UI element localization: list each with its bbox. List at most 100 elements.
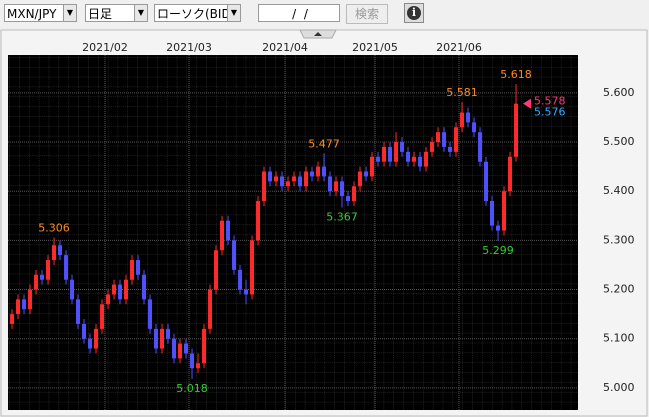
candle-body — [208, 289, 213, 329]
chart: 5.000 5.100 5.200 5.300 5.400 5.500 5.600 2021/… — [0, 29, 648, 417]
x-tick-label: 2021/03 — [166, 41, 212, 54]
candle-body — [124, 279, 129, 300]
y-tick-label: 5.600 — [603, 86, 635, 99]
candle-body — [142, 274, 147, 300]
candle-body — [484, 161, 489, 202]
price-marker — [523, 98, 531, 109]
candle-body — [88, 338, 93, 349]
candle-body — [292, 176, 297, 182]
extreme-label: 5.581 — [446, 86, 478, 99]
candle-body — [232, 240, 237, 270]
candle-body — [118, 284, 123, 300]
candle-body — [394, 142, 399, 162]
candle-body — [514, 103, 519, 157]
y-tick-label: 5.500 — [603, 135, 635, 148]
candle-body — [70, 279, 75, 300]
candle-body — [298, 176, 303, 187]
price-label: 5.578 — [534, 95, 566, 108]
candle-body — [496, 225, 501, 231]
date-input[interactable]: / / — [258, 4, 340, 22]
candle-body — [436, 132, 441, 143]
candle-body — [100, 304, 105, 329]
candle-body — [112, 284, 117, 295]
candle-body — [34, 274, 39, 290]
dropdown-arrow[interactable]: ▼ — [227, 4, 241, 22]
candle-body — [154, 328, 159, 349]
toolbar: MXN/JPY ▼ 日足 ▼ ローソク(BID) ▼ / / 検索 i — [0, 0, 649, 28]
candle-body — [22, 299, 27, 310]
extreme-label: 5.306 — [38, 221, 70, 234]
candle-body — [316, 166, 321, 177]
candle-body — [184, 343, 189, 354]
candle-body — [238, 269, 243, 290]
extreme-label: 5.477 — [308, 137, 340, 150]
candle-body — [352, 186, 357, 202]
extreme-label: 5.618 — [500, 68, 532, 81]
search-button[interactable]: 検索 — [346, 4, 388, 24]
y-tick-label: 5.300 — [603, 233, 635, 246]
dropdown-arrow[interactable]: ▼ — [63, 4, 77, 22]
candle-body — [454, 127, 459, 152]
candle-body — [412, 156, 417, 162]
candle-body — [136, 260, 141, 275]
candle-body — [478, 132, 483, 162]
candle-body — [106, 294, 111, 305]
y-tick-label: 5.400 — [603, 184, 635, 197]
candle-body — [370, 156, 375, 177]
x-tick-label: 2021/02 — [82, 41, 128, 54]
candle-body — [466, 112, 471, 123]
candle-body — [10, 314, 15, 324]
y-tick-label: 5.100 — [603, 332, 635, 345]
info-button[interactable]: i — [404, 3, 424, 23]
x-tick-label: 2021/05 — [352, 41, 398, 54]
extreme-label: 5.018 — [176, 382, 208, 395]
candle-body — [172, 338, 177, 359]
candle-body — [490, 201, 495, 226]
dropdown-arrow[interactable]: ▼ — [134, 4, 148, 22]
pair-select[interactable]: MXN/JPY — [4, 4, 64, 22]
candle-body — [388, 146, 393, 162]
candle-body — [424, 151, 429, 167]
candle-body — [364, 171, 369, 177]
candle-body — [376, 156, 381, 162]
candle-body — [358, 171, 363, 187]
candle-body — [328, 176, 333, 192]
candle-body — [28, 289, 33, 310]
candle-body — [334, 181, 339, 192]
candle-body — [214, 250, 219, 290]
candle-body — [268, 171, 273, 182]
style-select[interactable]: ローソク(BID) — [154, 4, 235, 22]
candle-body — [502, 191, 507, 231]
price-label: 5.576 — [534, 106, 566, 119]
period-select[interactable]: 日足 — [85, 4, 135, 22]
candle-body — [226, 220, 231, 241]
candle-body — [472, 122, 477, 133]
candle-body — [280, 176, 285, 187]
candle-body — [178, 343, 183, 359]
candle-body — [190, 353, 195, 369]
candle-body — [196, 363, 201, 369]
candle-body — [346, 196, 351, 202]
candle-body — [322, 166, 327, 177]
candle-body — [430, 142, 435, 152]
extreme-label: 5.367 — [326, 210, 358, 223]
candle-body — [340, 181, 345, 197]
candle-body — [130, 260, 135, 280]
candle-body — [460, 112, 465, 128]
candle-body — [442, 132, 447, 147]
candle-body — [382, 146, 387, 162]
candle-body — [40, 274, 45, 280]
collapse-icon — [314, 32, 322, 36]
candle-body — [256, 201, 261, 241]
candle-body — [46, 260, 51, 280]
candle-body — [262, 171, 267, 202]
candle-body — [310, 171, 315, 177]
candle-body — [400, 142, 405, 152]
y-tick-label: 5.000 — [603, 381, 635, 394]
extreme-label: 5.299 — [482, 244, 514, 257]
candle-body — [244, 289, 249, 295]
candle-body — [52, 245, 57, 261]
candle-body — [406, 151, 411, 162]
candle-body — [94, 328, 99, 349]
